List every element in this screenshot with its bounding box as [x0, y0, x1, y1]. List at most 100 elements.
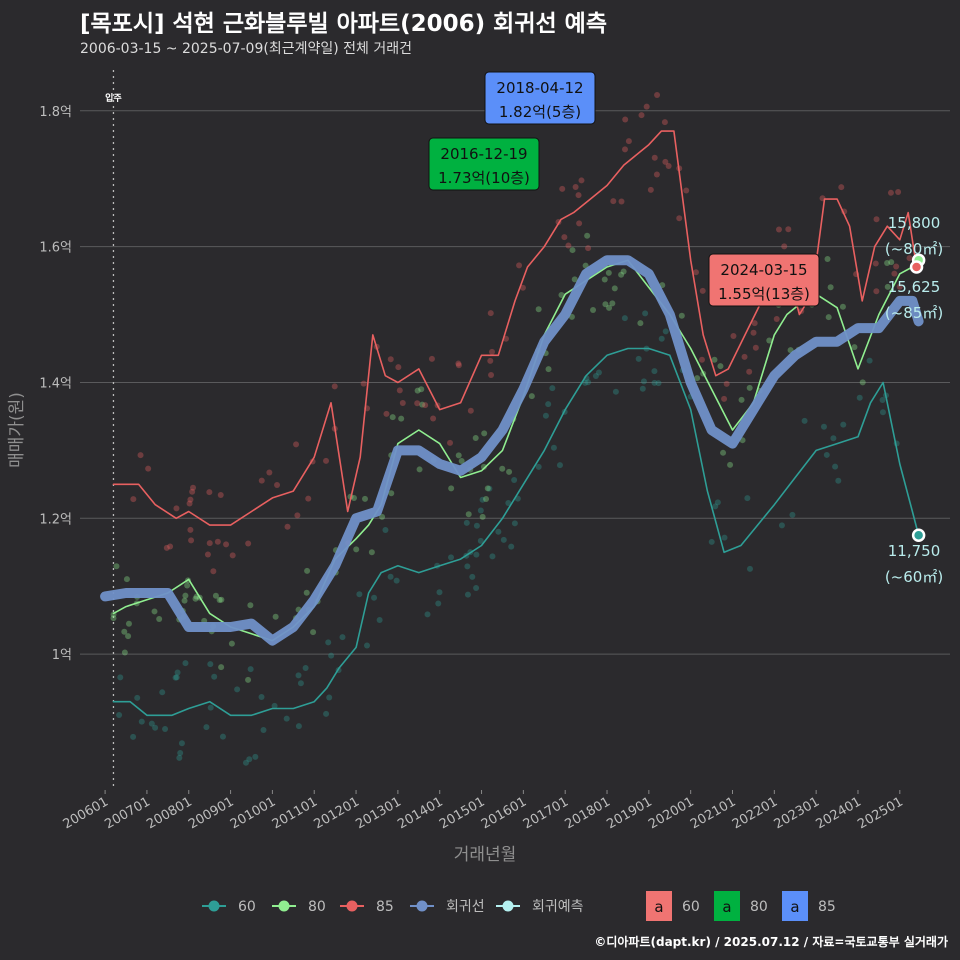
- x-tick-label: 202101: [688, 794, 738, 832]
- transaction-dot: [661, 119, 668, 126]
- transaction-dot: [610, 198, 617, 205]
- transaction-dot: [824, 255, 831, 262]
- transaction-dot: [356, 591, 363, 598]
- transaction-dot: [389, 414, 396, 421]
- transaction-dot: [576, 220, 583, 227]
- transaction-dot: [234, 686, 241, 693]
- transaction-dot: [559, 185, 566, 192]
- transaction-dot: [216, 597, 223, 604]
- legend-dot: [208, 900, 220, 912]
- transaction-dot: [651, 368, 658, 375]
- annotation-price: 1.82억(5층): [499, 103, 581, 121]
- transaction-dot: [721, 534, 728, 541]
- transaction-dot: [152, 724, 159, 731]
- x-tick-label: 202501: [855, 794, 905, 832]
- transaction-dot: [639, 385, 646, 392]
- transaction-dot: [424, 611, 431, 618]
- transaction-dot: [163, 544, 170, 551]
- legend-label: 80: [750, 899, 768, 915]
- x-tick-label: 202001: [646, 794, 696, 832]
- transaction-dot: [487, 357, 494, 364]
- transaction-dot: [303, 589, 310, 596]
- transaction-dot: [284, 523, 291, 530]
- x-tick-label: 201701: [521, 794, 571, 832]
- transaction-dot: [447, 439, 454, 446]
- transaction-dot: [884, 283, 891, 290]
- transaction-dot: [605, 269, 612, 276]
- transaction-dot: [266, 469, 273, 476]
- transaction-dot: [642, 310, 649, 317]
- transaction-dot: [545, 366, 552, 373]
- transaction-dot: [738, 396, 745, 403]
- transaction-dot: [561, 234, 568, 241]
- transaction-dot: [528, 393, 535, 400]
- transaction-dot: [187, 526, 194, 533]
- transaction-dot: [483, 496, 490, 503]
- transaction-dot: [789, 511, 796, 518]
- transaction-dot: [569, 247, 576, 254]
- transaction-dot: [294, 512, 301, 519]
- transaction-dot: [246, 756, 253, 763]
- transaction-dot: [712, 503, 719, 510]
- legend-dot: [278, 900, 290, 912]
- transaction-dot: [379, 513, 386, 520]
- end-value-label: 15,625: [888, 278, 941, 296]
- transaction-dot: [331, 383, 338, 390]
- x-tick-label: 202401: [813, 794, 863, 832]
- transaction-dot: [481, 430, 488, 437]
- transaction-dots: [110, 92, 913, 766]
- transaction-dot: [612, 388, 619, 395]
- transaction-dot: [505, 499, 512, 506]
- transaction-dot: [773, 315, 780, 322]
- transaction-dot: [121, 628, 128, 635]
- transaction-dot: [186, 500, 193, 507]
- transaction-dot: [611, 285, 618, 292]
- transaction-dot: [751, 320, 758, 327]
- transaction-dot: [873, 288, 880, 295]
- transaction-dot: [714, 499, 721, 506]
- transaction-dot: [585, 245, 592, 252]
- legend-swatch-letter: a: [722, 898, 731, 916]
- transaction-dot: [463, 519, 470, 526]
- transaction-dot: [479, 496, 486, 503]
- transaction-dot: [717, 363, 724, 370]
- transaction-dot: [364, 642, 371, 649]
- transaction-dot: [571, 276, 578, 283]
- transaction-dot: [138, 718, 145, 725]
- transaction-dot: [851, 344, 858, 351]
- transaction-dot: [480, 463, 487, 470]
- transaction-dot: [206, 540, 213, 547]
- transaction-dot: [856, 394, 863, 401]
- y-axis-title: 매매가(원): [7, 392, 27, 468]
- transaction-dot: [473, 522, 480, 529]
- transaction-dot: [387, 573, 394, 580]
- transaction-dot: [295, 723, 302, 730]
- transaction-dot: [204, 551, 211, 558]
- transaction-dot: [156, 615, 163, 622]
- transaction-dot: [435, 600, 442, 607]
- transaction-dot: [602, 301, 609, 308]
- x-tick-label: 201801: [563, 794, 613, 832]
- transaction-dot: [781, 243, 788, 250]
- transaction-dot: [260, 727, 267, 734]
- transaction-dot: [711, 356, 718, 363]
- transaction-dot: [182, 660, 189, 667]
- transaction-dot: [820, 423, 827, 430]
- transaction-dot: [177, 750, 184, 757]
- transaction-dot: [210, 568, 217, 575]
- transaction-dot: [879, 409, 886, 416]
- transaction-dot: [872, 260, 879, 267]
- transaction-dot: [838, 184, 845, 191]
- transaction-dot: [746, 565, 753, 572]
- transaction-dot: [775, 226, 782, 233]
- transaction-dot: [879, 396, 886, 403]
- legend-dot: [416, 900, 428, 912]
- transaction-dot: [654, 92, 661, 99]
- transaction-dot: [575, 192, 582, 199]
- transaction-dot: [665, 162, 672, 169]
- transaction-dot: [182, 592, 189, 599]
- transaction-dot: [305, 495, 312, 502]
- x-tick-label: 201101: [270, 794, 320, 832]
- end-area-label: (~80㎡): [885, 240, 943, 258]
- transaction-dot: [247, 666, 254, 673]
